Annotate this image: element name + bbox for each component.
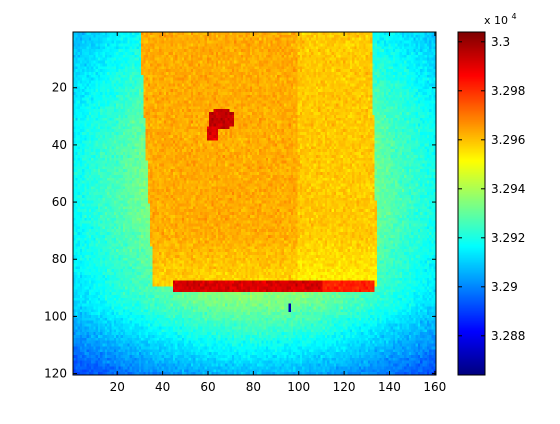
x-tick-label: 20 — [110, 380, 125, 394]
y-axis-ticks: 20 40 60 80 100 120 — [44, 81, 436, 381]
x-axis-ticks: 20 40 60 80 100 120 140 160 — [110, 32, 446, 394]
colorbar-tick-label: 3.288 — [491, 329, 525, 343]
colorbar-tick-label: 3.298 — [491, 84, 525, 98]
x-tick-label: 160 — [423, 380, 446, 394]
colorbar-exponent-base: x 10 — [484, 14, 508, 27]
colorbar-image — [458, 32, 485, 375]
x-tick-label: 100 — [287, 380, 310, 394]
x-tick-label: 140 — [378, 380, 401, 394]
y-tick-label: 40 — [52, 138, 67, 152]
y-tick-label: 80 — [52, 252, 67, 266]
y-tick-label: 60 — [52, 195, 67, 209]
colorbar-tick-label: 3.292 — [491, 231, 525, 245]
colorbar-tick-label: 3.3 — [491, 35, 510, 49]
colorbar-tick-label: 3.29 — [491, 280, 518, 294]
colorbar-ticks: 3.288 3.29 3.292 3.294 3.296 3.298 3.3 — [458, 35, 525, 343]
colorbar-tick-label: 3.294 — [491, 182, 525, 196]
colorbar-exponent-power: 4 — [512, 12, 517, 21]
x-tick-label: 40 — [155, 380, 170, 394]
colorbar-exponent-label: x 10 4 — [484, 12, 517, 27]
x-tick-label: 120 — [333, 380, 356, 394]
colorbar-tick-label: 3.296 — [491, 133, 525, 147]
colorbar-frame — [457, 31, 486, 376]
heatmap-image — [73, 32, 436, 375]
y-tick-label: 100 — [44, 309, 67, 323]
y-tick-label: 20 — [52, 81, 67, 95]
y-tick-label: 120 — [44, 367, 67, 381]
x-tick-label: 60 — [200, 380, 215, 394]
x-tick-label: 80 — [246, 380, 261, 394]
plot-frame — [72, 31, 437, 376]
